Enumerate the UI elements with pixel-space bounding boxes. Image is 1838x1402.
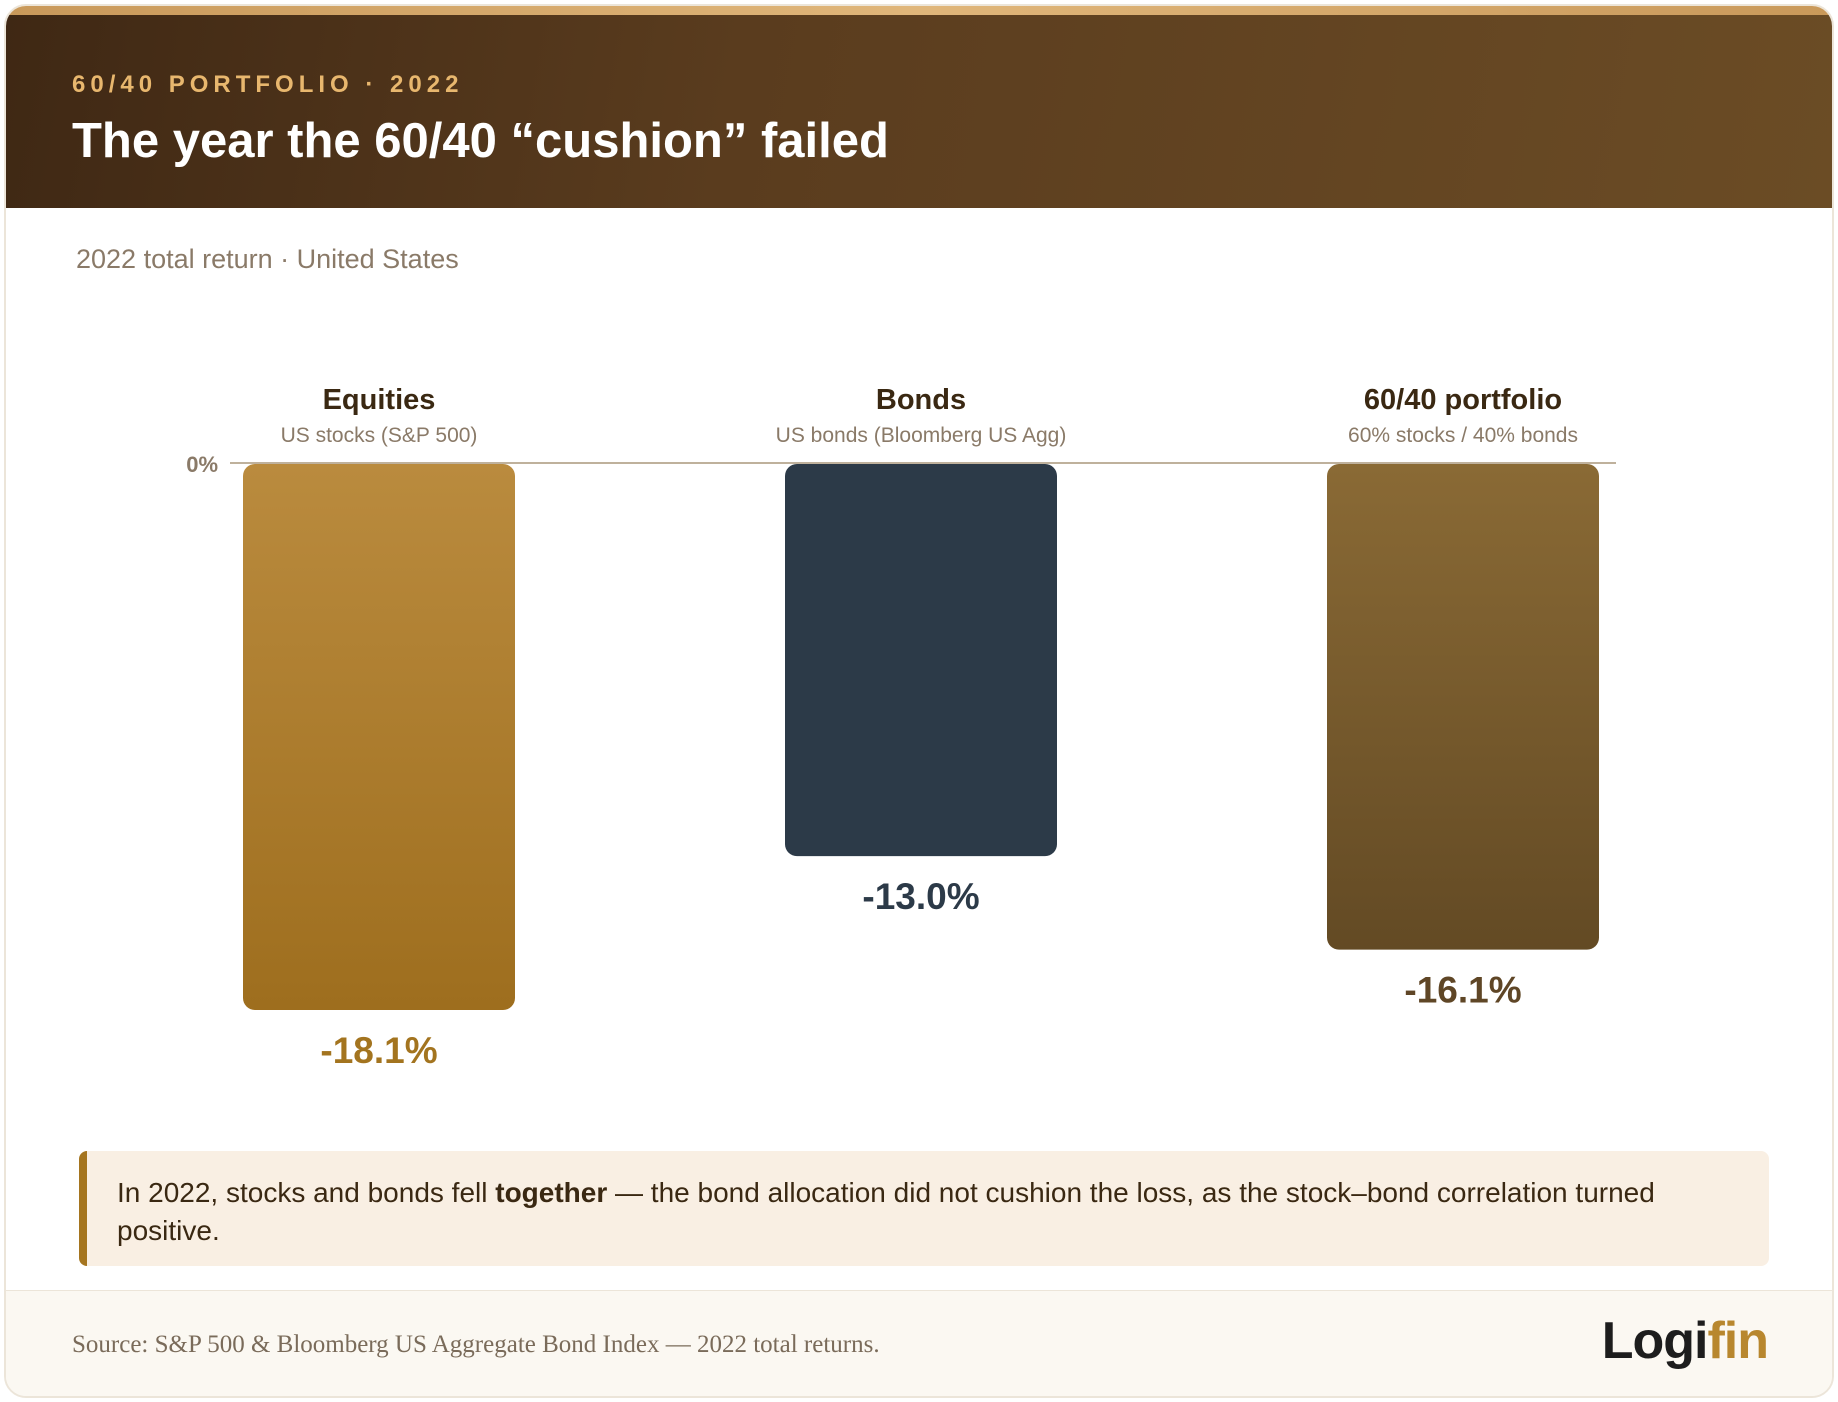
category-sublabel: US stocks (S&P 500): [281, 424, 478, 447]
category-label: 60/40 portfolio: [1364, 384, 1562, 416]
eyebrow-label: 60/40 PORTFOLIO · 2022: [72, 71, 464, 98]
bar-chart: 0% Equities US stocks (S&P 500) -18.1% Bonds…: [186, 384, 1616, 1071]
category-sublabel: 60% stocks / 40% bonds: [1348, 424, 1578, 447]
source-note: Source: S&P 500 & Bloomberg US Aggregate…: [72, 1331, 880, 1358]
callout-text: In 2022, stocks and bonds fell together …: [117, 1174, 1737, 1250]
chart-card: 60/40 PORTFOLIO · 2022 The year the 60/4…: [4, 4, 1834, 1398]
value-label: -16.1%: [1404, 970, 1521, 1011]
footer: Source: S&P 500 & Bloomberg US Aggregate…: [6, 1290, 1832, 1396]
zero-tick-label: 0%: [186, 452, 218, 477]
category-label: Equities: [323, 384, 436, 416]
brand-logo: Logifin: [1601, 1311, 1769, 1371]
value-label: -13.0%: [862, 876, 979, 917]
logo-accent: fin: [1707, 1312, 1769, 1370]
callout-text-after: — the bond allocation did not cushion th…: [117, 1177, 1655, 1246]
page-title: The year the 60/40 “cushion” failed: [72, 114, 889, 168]
callout-emphasis: together: [495, 1177, 608, 1208]
callout-text-before: In 2022, stocks and bonds fell: [117, 1177, 496, 1208]
category-label: Bonds: [876, 384, 966, 416]
logo-main: Logi: [1601, 1312, 1709, 1370]
bar-1: [243, 464, 515, 1010]
category-sublabel: US bonds (Bloomberg US Agg): [776, 424, 1067, 447]
accent-bar: [6, 6, 1832, 15]
chart-subtitle: 2022 total return · United States: [76, 244, 459, 274]
bar-2: [785, 464, 1057, 857]
bar-3: [1327, 464, 1599, 950]
insight-callout: In 2022, stocks and bonds fell together …: [79, 1151, 1769, 1266]
header: 60/40 PORTFOLIO · 2022 The year the 60/4…: [6, 15, 1832, 208]
value-label: -18.1%: [320, 1030, 437, 1071]
